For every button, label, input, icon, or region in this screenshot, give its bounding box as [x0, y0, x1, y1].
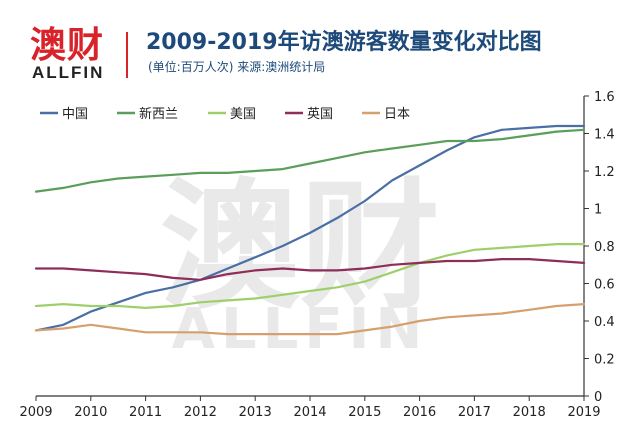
y-tick-label: 0.8 [594, 240, 615, 255]
y-tick-label: 1.2 [594, 165, 615, 180]
title-divider [126, 32, 128, 78]
legend: 中国 新西兰 美国 英国 日本 [40, 106, 410, 122]
axes: 2009 2010 2011 2012 2013 2014 2015 2016 2017 2018… [19, 90, 614, 420]
series-line-2 [34, 243, 586, 309]
x-tick-label: 2018 [513, 405, 546, 420]
series-line-3 [34, 258, 586, 281]
y-tick-label: 0 [594, 390, 602, 405]
y-tick-label: 0.6 [594, 278, 615, 293]
watermark-sub: ALLFIN [172, 297, 429, 362]
x-tick-label: 2011 [129, 405, 162, 420]
chart-subtitle: (单位:百万人次) 来源:澳洲统计局 [148, 60, 326, 74]
series-lines [34, 124, 586, 336]
y-tick-label: 1 [594, 203, 602, 218]
series-line-4 [34, 303, 586, 336]
x-tick-label: 2016 [403, 405, 436, 420]
x-tick-label: 2012 [184, 405, 217, 420]
header: 澳财 ALLFIN 2009-2019年访澳游客数量变化对比图 (单位:百万人次… [0, 0, 640, 90]
y-tick-label: 0.2 [594, 353, 615, 368]
y-tick-label: 1.4 [594, 128, 615, 143]
x-tick-label: 2010 [74, 405, 107, 420]
legend-label: 英国 [307, 107, 333, 122]
legend-label: 日本 [384, 107, 410, 122]
x-tick-label: 2017 [458, 405, 491, 420]
legend-label: 美国 [230, 107, 256, 122]
logo-main: 澳财 [30, 25, 105, 66]
legend-label: 中国 [62, 107, 88, 122]
x-tick-label: 2009 [19, 405, 52, 420]
chart-title: 2009-2019年访澳游客数量变化对比图 [146, 30, 542, 55]
x-tick-label: 2019 [567, 405, 600, 420]
y-tick-label: 0.4 [594, 315, 615, 330]
series-line-0 [34, 124, 586, 332]
legend-label: 新西兰 [139, 106, 178, 122]
x-tick-label: 2013 [239, 405, 272, 420]
series-line-1 [34, 128, 586, 193]
x-tick-label: 2014 [293, 405, 326, 420]
y-tick-label: 1.6 [594, 90, 615, 105]
logo-sub: ALLFIN [32, 63, 105, 82]
x-tick-label: 2015 [348, 405, 381, 420]
watermark: 澳财 ALLFIN [160, 166, 440, 362]
